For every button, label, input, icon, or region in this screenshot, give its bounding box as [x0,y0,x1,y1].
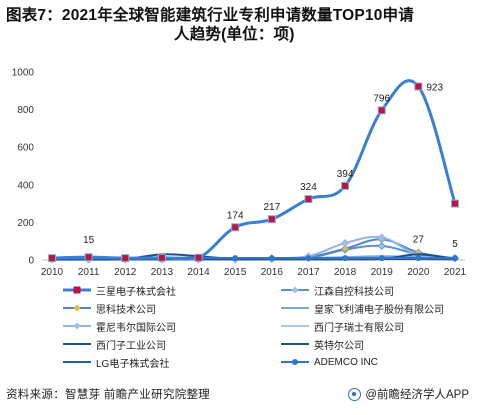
data-point [414,82,423,91]
y-tick-label: 800 [17,105,34,116]
y-tick-label: 600 [17,143,34,154]
legend-item: ADEMCO INC [280,354,378,370]
x-tick-label: 2017 [297,267,320,278]
x-tick-label: 2014 [187,267,210,278]
legend-swatch [63,361,91,363]
data-point [231,223,240,232]
data-point [48,254,56,263]
x-tick-label: 2016 [261,267,284,278]
legend-item: 霍尼韦尔国际公司 [62,318,176,334]
data-point [377,233,386,242]
legend-swatch [63,343,91,345]
legend-item: 英特尔公司 [280,336,364,352]
y-tick-label: 200 [17,218,34,229]
legend-item: 西门子工业公司 [62,336,166,352]
x-tick-label: 2018 [334,267,357,278]
x-tick-label: 2010 [41,267,64,278]
y-tick-label: 1000 [12,68,35,79]
x-tick-label: 2021 [444,267,467,278]
legend-label: 江森自控科技公司 [314,286,394,298]
data-label: 5 [452,239,458,250]
legend-swatch [63,286,91,294]
data-point [415,255,422,262]
legend-swatch [281,343,309,345]
data-point [84,253,93,262]
data-point [452,255,458,262]
y-tick-label: 400 [17,180,34,191]
legend-swatch [281,307,309,309]
brand-credit: @前瞻经济学人APP [348,386,469,402]
x-tick-label: 2020 [407,267,430,278]
data-label: 15 [83,235,95,246]
legend-label: 霍尼韦尔国际公司 [96,322,176,334]
legend-label: 西门子工业公司 [96,340,166,352]
data-label: 217 [263,202,280,213]
data-point [157,253,166,262]
data-point [305,255,312,262]
legend-label: 三星电子株式会社 [96,286,176,298]
y-tick-label: 0 [28,256,34,267]
data-point [341,239,350,248]
legend-item: 三星电子株式会社 [62,282,176,298]
legend-swatch [281,325,309,327]
x-tick-label: 2019 [371,267,394,278]
data-point [342,255,349,262]
data-point [121,254,130,263]
data-point [232,255,239,262]
data-label: 796 [373,93,390,104]
legend-item: 江森自控科技公司 [280,282,394,298]
data-label: 324 [300,182,317,193]
x-tick-label: 2011 [78,267,100,278]
data-point [194,253,203,262]
series-line [51,79,457,261]
brand-logo-icon [348,387,362,401]
data-label: 394 [337,169,354,180]
legend-swatch [63,304,91,312]
legend-item: 皇家飞利浦电子股份有限公司 [280,300,444,316]
data-label: 174 [227,210,244,221]
data-label: 923 [426,82,443,93]
chart-title-line2: 人趋势(单位：项) [174,26,295,43]
chart-title-line1: 图表7：2021年全球智能建筑行业专利申请数量TOP10申请 [6,7,414,24]
x-tick-label: 2012 [114,267,137,278]
data-point [267,215,276,224]
legend-swatch [63,322,91,330]
data-label: 27 [413,234,425,245]
x-tick-label: 2015 [224,267,247,278]
legend-label: LG电子株式会社 [96,358,170,370]
line-chart: 0 200 400 600 800 1000 2010 2011 2012 2013 2014 201… [12,68,467,279]
legend-item: 思科技术公司 [62,300,156,316]
chart-title: 图表7：2021年全球智能建筑行业专利申请数量TOP10申请 人趋势(单位：项) [6,6,472,44]
data-point [341,181,350,190]
data-point [268,255,275,262]
x-tick-label: 2013 [151,267,174,278]
legend-label: 英特尔公司 [314,340,364,352]
source-note: 资料来源：智慧芽 前瞻产业研究院整理 [6,389,211,401]
brand-label: @前瞻经济学人APP [365,389,469,401]
legend-item: 西门子瑞士有限公司 [280,318,404,334]
data-point [377,241,386,250]
data-point [378,255,385,262]
legend-label: 思科技术公司 [96,304,156,316]
data-point [341,244,350,253]
legend-swatch [281,286,309,294]
data-point [304,195,313,204]
legend-label: 西门子瑞士有限公司 [314,322,404,334]
legend-swatch [281,359,309,365]
data-point [377,106,386,115]
legend-item: LG电子株式会社 [62,354,169,370]
legend-label: ADEMCO INC [314,356,378,368]
data-point [451,199,459,208]
legend-label: 皇家飞利浦电子股份有限公司 [314,304,444,316]
